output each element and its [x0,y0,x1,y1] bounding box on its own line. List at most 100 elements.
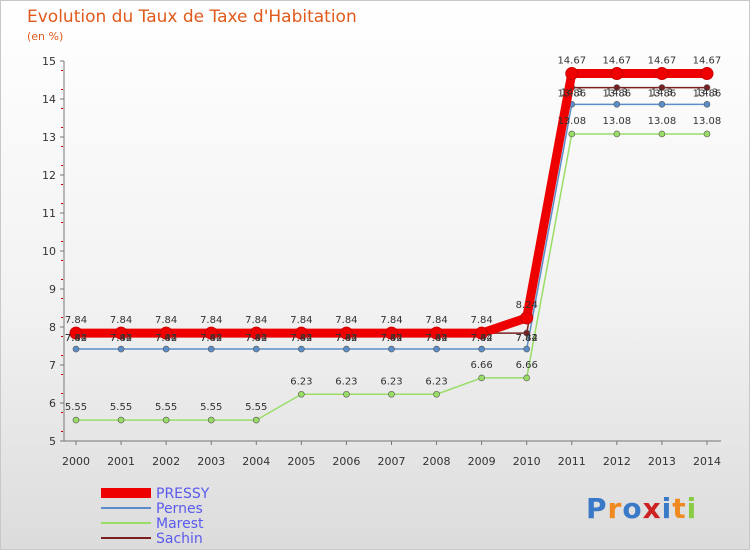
data-label-pressy: 14.67 [603,56,632,67]
proxiti-logo: Proxiti [586,492,697,525]
legend-label-marest: Marest [156,516,204,532]
data-label-sachin: 7.84 [65,333,87,344]
data-label-pressy: 7.84 [110,315,132,326]
data-point-pressy [114,326,128,340]
data-point-marest [298,390,305,398]
data-label-marest: 5.55 [200,402,222,413]
data-label-marest: 13.08 [603,116,632,127]
data-label-pernes: 7.42 [470,333,492,344]
data-point-sachin [523,329,531,337]
series-line-pressy [76,69,707,338]
data-label-marest: 13.08 [557,116,586,127]
data-label-pressy: 7.84 [335,315,357,326]
y-tick-label: 12 [42,169,56,182]
x-tick-label: 2000 [62,455,90,468]
y-tick-label: 8 [49,321,56,334]
data-point-pernes [658,101,666,108]
data-label-sachin: 7.84 [425,333,447,344]
x-tick-label: 2013 [648,455,676,468]
data-label-marest: 6.23 [380,376,402,387]
data-point-pernes [252,345,260,353]
data-point-sachin [613,84,621,91]
data-point-pressy [204,326,218,340]
data-point-pressy [610,67,624,81]
data-label-marest: 6.23 [425,376,447,387]
x-tick-label: 2001 [107,455,135,468]
data-point-marest [658,130,666,138]
data-label-marest: 5.55 [110,402,132,413]
data-point-pernes [343,345,350,353]
data-point-pressy [475,326,489,340]
x-tick-label: 2010 [513,455,541,468]
data-point-pressy [384,326,398,340]
data-label-pressy: 7.84 [470,315,492,326]
data-label-sachin: 7.84 [516,333,538,344]
chart-title: Evolution du Taux de Taxe d'Habitation [27,7,357,27]
data-point-marest [523,374,531,382]
data-label-pernes: 13.86 [557,88,586,99]
data-label-pressy: 14.67 [557,56,586,67]
data-label-marest: 13.08 [693,116,722,127]
data-point-pernes [117,345,125,353]
data-label-marest: 5.55 [155,402,177,413]
data-point-pressy [339,326,353,340]
data-label-pernes: 7.42 [516,333,538,344]
data-point-marest [703,130,711,138]
y-tick-label: 13 [42,131,56,144]
x-tick-label: 2005 [287,455,315,468]
data-label-pernes: 7.42 [110,333,132,344]
x-tick-label: 2003 [197,455,225,468]
data-label-sachin: 7.84 [470,333,492,344]
data-label-sachin: 7.84 [380,333,402,344]
x-tick-label: 2014 [693,455,721,468]
y-tick-label: 15 [42,55,56,68]
data-label-pernes: 13.86 [648,88,677,99]
data-point-sachin [703,84,711,91]
data-label-sachin: 14.3 [651,88,673,99]
data-label-pressy: 7.84 [425,315,447,326]
data-label-pernes: 7.42 [335,333,357,344]
data-label-pernes: 13.86 [603,88,632,99]
x-tick-label: 2004 [242,455,270,468]
data-label-sachin: 7.84 [335,333,357,344]
data-label-pressy: 7.84 [155,315,177,326]
data-label-pernes: 7.42 [290,333,312,344]
data-point-pernes [703,101,711,108]
data-point-pernes [433,345,440,353]
data-label-marest: 6.23 [290,376,312,387]
data-point-pressy [69,326,83,340]
data-label-marest: 6.66 [516,360,538,371]
data-point-marest [613,130,621,138]
data-label-pressy: 8.24 [516,300,538,311]
data-point-marest [388,390,395,398]
data-label-pressy: 7.84 [65,315,87,326]
data-label-sachin: 14.3 [696,88,718,99]
data-point-pernes [72,345,80,353]
x-tick-label: 2002 [152,455,180,468]
x-tick-label: 2007 [377,455,405,468]
data-label-pernes: 7.42 [65,333,87,344]
data-point-marest [433,390,440,398]
x-tick-label: 2006 [332,455,360,468]
data-label-sachin: 14.3 [561,88,583,99]
data-label-sachin: 7.84 [110,333,132,344]
data-point-pressy [294,326,308,340]
data-point-pressy [520,311,534,325]
y-tick-label: 11 [42,207,56,220]
data-label-marest: 5.55 [65,402,87,413]
data-point-pernes [298,345,305,353]
data-label-marest: 5.55 [245,402,267,413]
data-label-marest: 6.23 [335,376,357,387]
data-point-marest [162,416,170,424]
legend-label-pernes: Pernes [156,501,203,517]
data-label-pressy: 7.84 [200,315,222,326]
data-label-pernes: 7.42 [380,333,402,344]
data-point-marest [568,130,576,138]
y-tick-label: 10 [42,245,56,258]
data-label-marest: 6.66 [470,360,492,371]
data-label-sachin: 7.84 [290,333,312,344]
legend-label-sachin: Sachin [156,531,203,547]
data-point-marest [478,374,485,382]
